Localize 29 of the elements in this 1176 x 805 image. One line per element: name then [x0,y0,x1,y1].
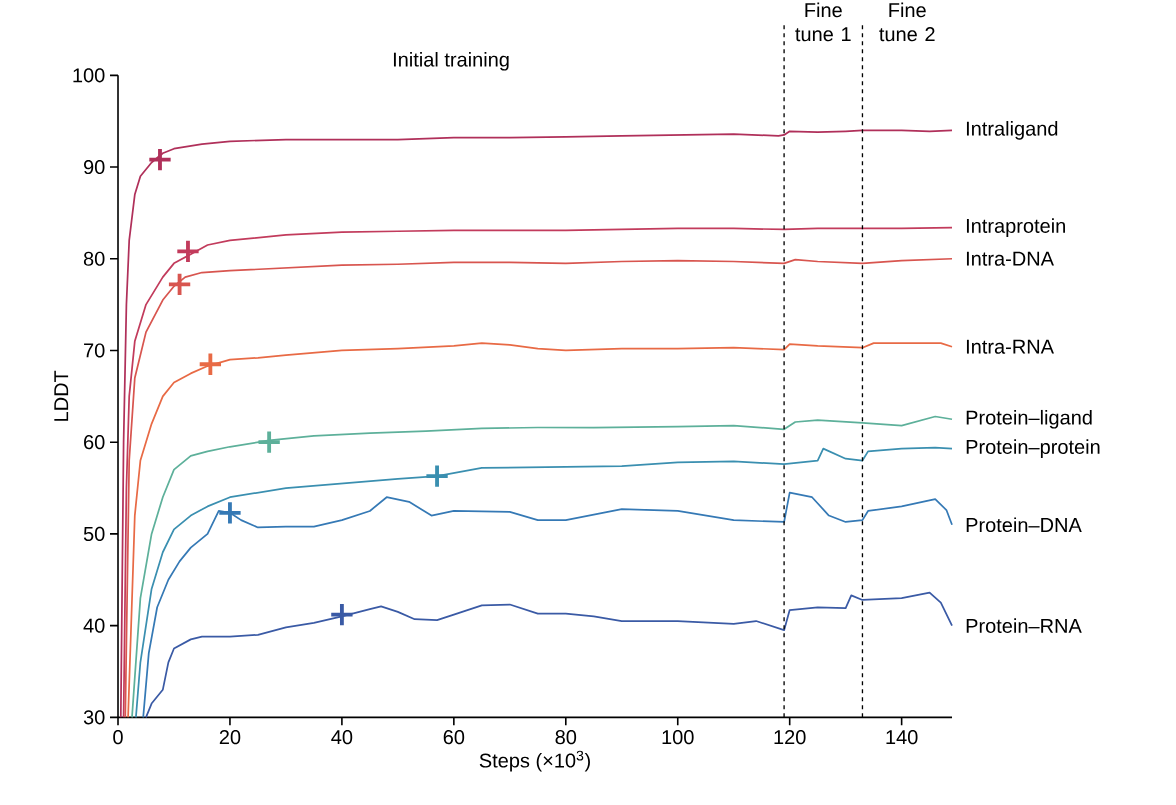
series-label: Protein–ligand [966,409,1092,429]
series-label: Intraprotein [966,218,1065,237]
series-label: Protein–protein [966,439,1100,458]
y-tick-label: 70 [84,343,105,358]
y-tick-label: 50 [83,526,105,541]
series-label: Intra-RNA [966,339,1054,354]
text: Fine tune 1 [795,2,851,42]
x-tick-label: 40 [331,729,353,745]
x-axis-title: Steps (×10$^{3}$) [479,750,590,772]
x-tick-label: 140 [886,729,918,745]
x-tick-label: 60 [443,729,465,745]
x-tick-label: 80 [555,729,577,745]
y-tick-label: 60 [84,434,105,450]
series-label: Intraligand [966,120,1058,140]
series-label: Intra-DNA [966,251,1054,266]
series-label: Protein–RNA [966,618,1082,633]
y-tick-label: 100 [73,68,105,83]
y-tick-label: 40 [83,618,105,633]
x-tick-label: 120 [774,729,806,745]
y-tick-label: 80 [83,251,105,266]
y-axis-title: LDDT [54,370,69,421]
text: Fine tune 2 [879,2,935,42]
y-tick-label: 90 [83,159,105,174]
y-tick-label: 30 [83,710,105,725]
text: Initial training [393,51,509,71]
x-tick-label: 0 [113,729,123,745]
series-label: Protein–DNA [966,517,1082,532]
x-tick-label: 20 [219,729,241,745]
x-tick-label: 100 [662,729,694,745]
